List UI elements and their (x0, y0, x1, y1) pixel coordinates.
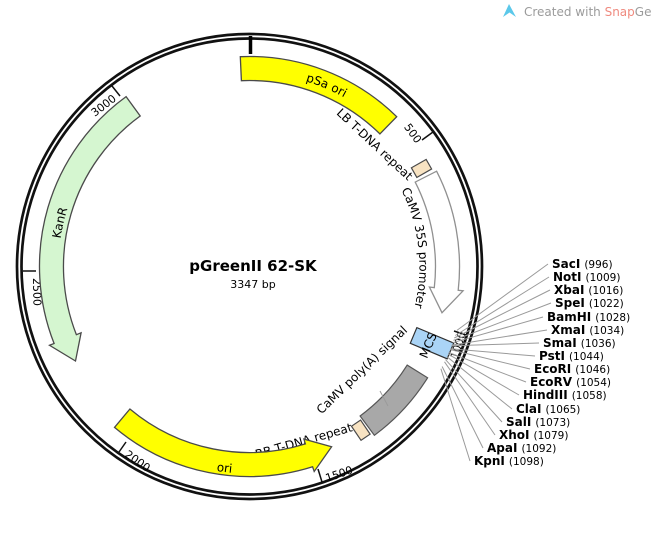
restriction-site-bamhi[interactable]: BamHI (1028) (547, 310, 630, 324)
feature-rb-tdna-box[interactable] (350, 419, 371, 442)
restriction-site-noti[interactable]: NotI (1009) (553, 270, 620, 284)
backbone-outer-ring (15, 32, 484, 501)
leader-line-xhoi (444, 361, 496, 436)
enzyme-leader-lines (440, 263, 552, 462)
restriction-site-hindiii[interactable]: HindIII (1058) (523, 388, 607, 402)
restriction-site-clai[interactable]: ClaI (1065) (516, 402, 580, 416)
leader-line-xbai (454, 289, 551, 339)
tick-2000 (118, 441, 127, 453)
leader-line-sali (445, 359, 503, 423)
restriction-site-labels: SacI (996) NotI (1009) XbaI (1016) SpeI (102… (474, 257, 630, 468)
leader-line-ecorv (448, 352, 527, 383)
restriction-site-saci[interactable]: SacI (996) (552, 257, 613, 271)
tick-label-500: 500 (401, 121, 424, 146)
plasmid-title: pGreenII 62-SK (189, 257, 318, 275)
restriction-site-spei[interactable]: SpeI (1022) (555, 296, 624, 310)
restriction-site-ecorv[interactable]: EcoRV (1054) (530, 375, 611, 389)
snapgene-watermark: Created with SnapGene® (503, 4, 652, 19)
restriction-site-smai[interactable]: SmaI (1036) (543, 336, 616, 350)
restriction-site-psti[interactable]: PstI (1044) (539, 349, 604, 363)
feature-mcs-box[interactable] (409, 326, 455, 360)
restriction-site-kpni[interactable]: KpnI (1098) (474, 454, 544, 468)
snapgene-logo-icon (503, 4, 516, 17)
leader-line-xmai (451, 329, 548, 346)
tick-500 (421, 131, 434, 141)
restriction-site-ecori[interactable]: EcoRI (1046) (534, 362, 610, 376)
tick-1500 (317, 468, 323, 483)
restriction-site-xbai[interactable]: XbaI (1016) (554, 283, 623, 297)
feature-ori-arrow[interactable] (113, 408, 333, 478)
leader-line-noti (455, 276, 550, 336)
leader-line-hindiii (447, 353, 520, 396)
restriction-site-xmai[interactable]: XmaI (1034) (551, 323, 624, 337)
leader-line-apai (441, 366, 484, 449)
leader-line-saci (456, 263, 549, 331)
feature-camv-35s-arrow[interactable] (414, 170, 465, 314)
restriction-site-xhoi[interactable]: XhoI (1079) (499, 428, 568, 442)
feature-lb-tdna-box[interactable] (410, 158, 433, 179)
tick-3000 (111, 85, 121, 97)
leader-line-psti (450, 348, 536, 357)
feature-camv-polya-leader-line (379, 390, 389, 407)
restriction-site-sali[interactable]: SalI (1073) (506, 415, 570, 429)
feature-ori-label: ori (216, 460, 233, 476)
leader-line-bamhi (452, 316, 544, 344)
leader-line-smai (451, 342, 540, 347)
leader-line-spei (453, 302, 552, 341)
leader-line-clai (446, 356, 513, 410)
leader-line-ecori (449, 349, 531, 370)
restriction-site-apai[interactable]: ApaI (1092) (487, 441, 556, 455)
feature-camv-polya-band[interactable] (359, 364, 429, 437)
leader-line-kpni (440, 368, 471, 462)
snapgene-watermark-text: Created with SnapGene® (524, 5, 652, 19)
plasmid-size: 3347 bp (230, 278, 275, 291)
feature-psa-ori[interactable] (239, 55, 398, 135)
feature-kanr-arrow[interactable] (38, 95, 142, 363)
